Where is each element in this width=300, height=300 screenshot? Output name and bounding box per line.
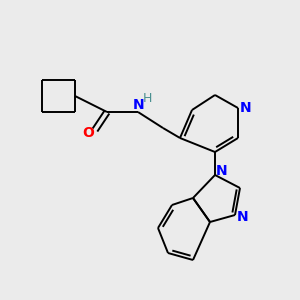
Text: N: N: [240, 101, 252, 115]
Text: H: H: [142, 92, 152, 104]
Text: N: N: [216, 164, 228, 178]
Text: N: N: [237, 210, 249, 224]
Text: O: O: [82, 126, 94, 140]
Text: N: N: [133, 98, 145, 112]
